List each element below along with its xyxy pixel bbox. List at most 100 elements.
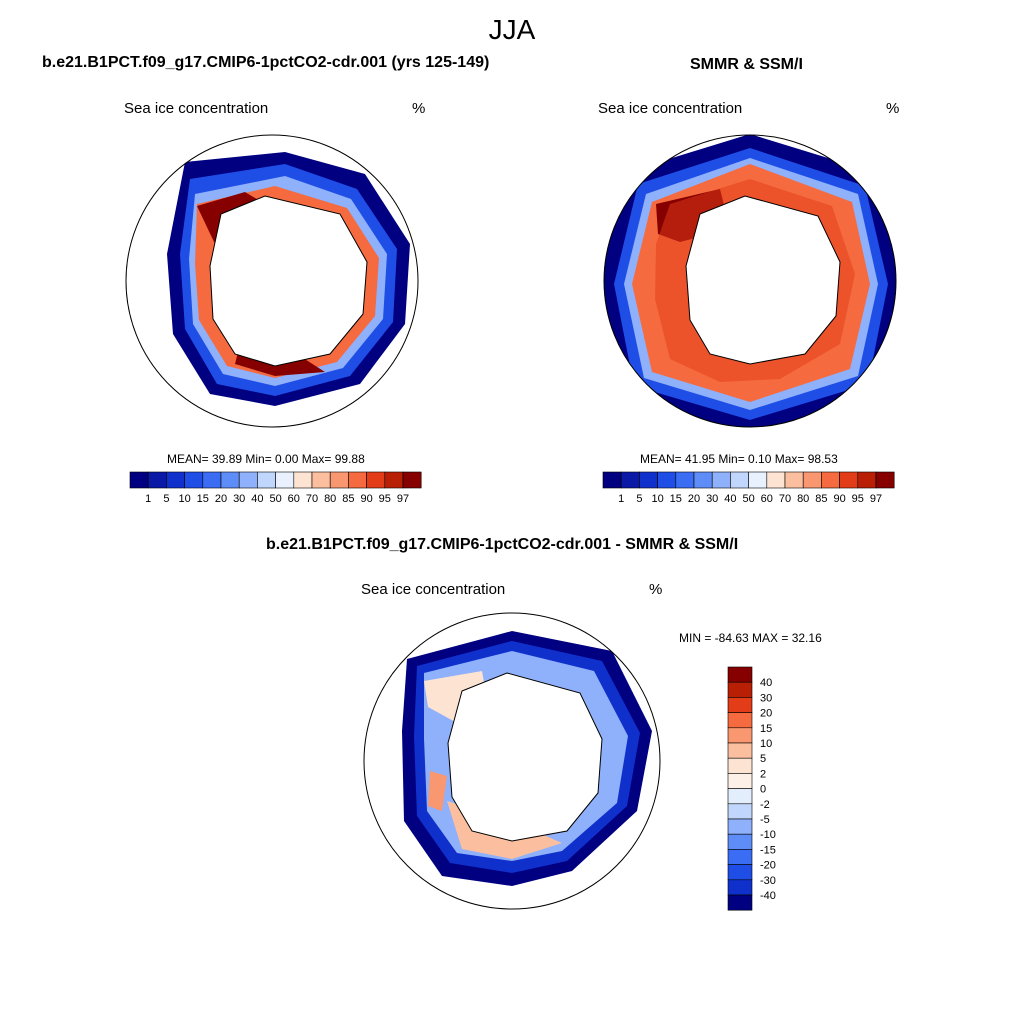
panel1-colorbar-tick-label: 5: [163, 493, 169, 505]
figure-title: JJA: [488, 14, 536, 45]
panel2-colorbar-tick-label: 97: [870, 493, 882, 505]
panel2-colorbar-swatch: [875, 471, 895, 489]
panel3-map-border: [363, 612, 661, 910]
panel3-colorbar-tick-label: -5: [760, 814, 770, 826]
panel2-colorbar-tick-label: 90: [833, 493, 845, 505]
panel2-colorbar-swatch: [693, 471, 713, 489]
panel2-ice-field: [604, 135, 896, 427]
panel1-colorbar-tick-label: 1: [145, 493, 151, 505]
panel1-colorbar-swatch: [348, 471, 367, 489]
panel2-colorbar-tick-label: 85: [815, 493, 827, 505]
panel1-colorbar-swatch: [202, 471, 222, 489]
panel1-colorbar-swatch: [366, 471, 386, 489]
panel1-colorbar-swatch: [329, 471, 349, 489]
panel3-colorbar-tick-label: -20: [760, 860, 776, 872]
panel2-colorbar-swatch: [784, 471, 804, 489]
panel2-subtitle-left: Sea ice concentration: [598, 100, 743, 117]
panel2-colorbar-swatch: [748, 471, 768, 489]
panel1-colorbar-swatch: [402, 471, 422, 489]
panel2-map: [603, 134, 897, 428]
panel1-colorbar: 1 5 10 15 20 30 40 50 60 70 80 85 90 95 97: [129, 471, 422, 505]
panel3-colorbar-tick-label: -10: [760, 829, 776, 841]
panel2-units: %: [886, 100, 900, 117]
panel3-colorbar-tick-label: -40: [760, 890, 776, 902]
panel2-colorbar-tick-label: 15: [670, 493, 682, 505]
panel1-colorbar-tick-label: 85: [342, 493, 354, 505]
panel2-colorbar-tick-label: 5: [636, 493, 642, 505]
panel1-colorbar-swatch: [384, 471, 404, 489]
panel1-colorbar-swatch: [129, 471, 149, 489]
panel2-colorbar-tick-label: 10: [651, 493, 663, 505]
panel1-colorbar-tick-label: 90: [360, 493, 372, 505]
panel1-colorbar-tick-label: 40: [251, 493, 263, 505]
panel3-units: %: [649, 581, 663, 598]
panel1-colorbar-tick-label: 97: [397, 493, 409, 505]
panel1-colorbar-tick-label: 80: [324, 493, 336, 505]
panel2-title: SMMR & SSM/I: [690, 56, 803, 73]
panel3-colorbar-tick-label: 10: [760, 738, 772, 750]
panel3-colorbar-swatch: [727, 712, 753, 729]
panel3-colorbar-tick-label: 2: [760, 768, 766, 780]
panel3-colorbar-swatch: [727, 788, 753, 805]
panel1-map-border: [125, 134, 419, 428]
panel1-stats: MEAN= 39.89 Min= 0.00 Max= 99.88: [167, 452, 365, 466]
panel2-colorbar-swatch: [711, 471, 731, 489]
panel2-colorbar-swatch: [620, 471, 640, 489]
panel1-colorbar-tick-label: 95: [379, 493, 391, 505]
panel2-colorbar-tick-label: 95: [852, 493, 864, 505]
panel2-stats: MEAN= 41.95 Min= 0.10 Max= 98.53: [640, 452, 838, 466]
panel2-colorbar-swatch: [839, 471, 859, 489]
panel3-colorbar-swatch: [727, 773, 753, 789]
panel2-colorbar: 1 5 10 15 20 30 40 50 60 70 80 85 90 95 97: [602, 471, 895, 505]
panel2-colorbar-swatch: [675, 471, 695, 489]
panel3-stats: MIN = -84.63 MAX = 32.16: [679, 631, 822, 645]
panel3-colorbar-tick-label: -30: [760, 875, 776, 887]
panel3-colorbar-swatch: [727, 681, 753, 698]
panel2-colorbar-tick-label: 50: [742, 493, 754, 505]
panel3-map: [363, 612, 661, 910]
panel3-colorbar-tick-label: -15: [760, 844, 776, 856]
panel3-colorbar-swatch: [727, 803, 753, 820]
panel1-colorbar-tick-label: 50: [269, 493, 281, 505]
panel2-colorbar-tick-label: 30: [706, 493, 718, 505]
panel3-colorbar-tick-label: 40: [760, 677, 772, 689]
panel1-subtitle-left: Sea ice concentration: [124, 100, 269, 117]
panel1-map: [125, 134, 419, 428]
panel3-colorbar-swatch: [727, 727, 753, 744]
panel1-colorbar-swatch: [311, 471, 331, 489]
panel3-colorbar-tick-label: 5: [760, 753, 766, 765]
panel3-colorbar-swatch: [727, 849, 753, 865]
panel3-colorbar-swatch: [727, 864, 753, 881]
panel1-colorbar-swatch: [257, 471, 276, 489]
panel3-colorbar-swatch: [727, 757, 753, 774]
panel2-colorbar-swatch: [602, 471, 622, 489]
panel1-colorbar-tick-label: 60: [288, 493, 300, 505]
panel1-colorbar-swatch: [275, 471, 295, 489]
panel2-colorbar-swatch: [857, 471, 877, 489]
panel2-colorbar-swatch: [802, 471, 822, 489]
panel3-colorbar-tick-label: 30: [760, 692, 772, 704]
panel2-colorbar-tick-label: 20: [688, 493, 700, 505]
panel3-colorbar-swatch: [727, 833, 753, 850]
panel2-colorbar-swatch: [657, 471, 677, 489]
panel3-title: b.e21.B1PCT.f09_g17.CMIP6-1pctCO2-cdr.00…: [266, 536, 739, 553]
panel1-colorbar-tick-label: 30: [233, 493, 245, 505]
panel1-colorbar-swatch: [238, 471, 258, 489]
panel3-subtitle-left: Sea ice concentration: [361, 581, 506, 598]
panel3-colorbar-tick-label: -2: [760, 799, 770, 811]
panel1-colorbar-swatch: [220, 471, 240, 489]
panel3-colorbar-tick-label: 15: [760, 723, 772, 735]
panel1-colorbar-tick-label: 20: [215, 493, 227, 505]
panel1-colorbar-swatch: [147, 471, 167, 489]
panel2-colorbar-tick-label: 60: [761, 493, 773, 505]
panel2-map-border: [603, 134, 897, 428]
panel3-colorbar-tick-label: 0: [760, 784, 766, 796]
panel2-colorbar-swatch: [730, 471, 749, 489]
panel1-colorbar-tick-label: 15: [197, 493, 209, 505]
panel1-colorbar-swatch: [184, 471, 204, 489]
panel2-colorbar-tick-label: 70: [779, 493, 791, 505]
panel1-ice-field: [167, 152, 410, 406]
panel1-colorbar-tick-label: 10: [178, 493, 190, 505]
panel3-colorbar-swatch: [727, 879, 753, 896]
